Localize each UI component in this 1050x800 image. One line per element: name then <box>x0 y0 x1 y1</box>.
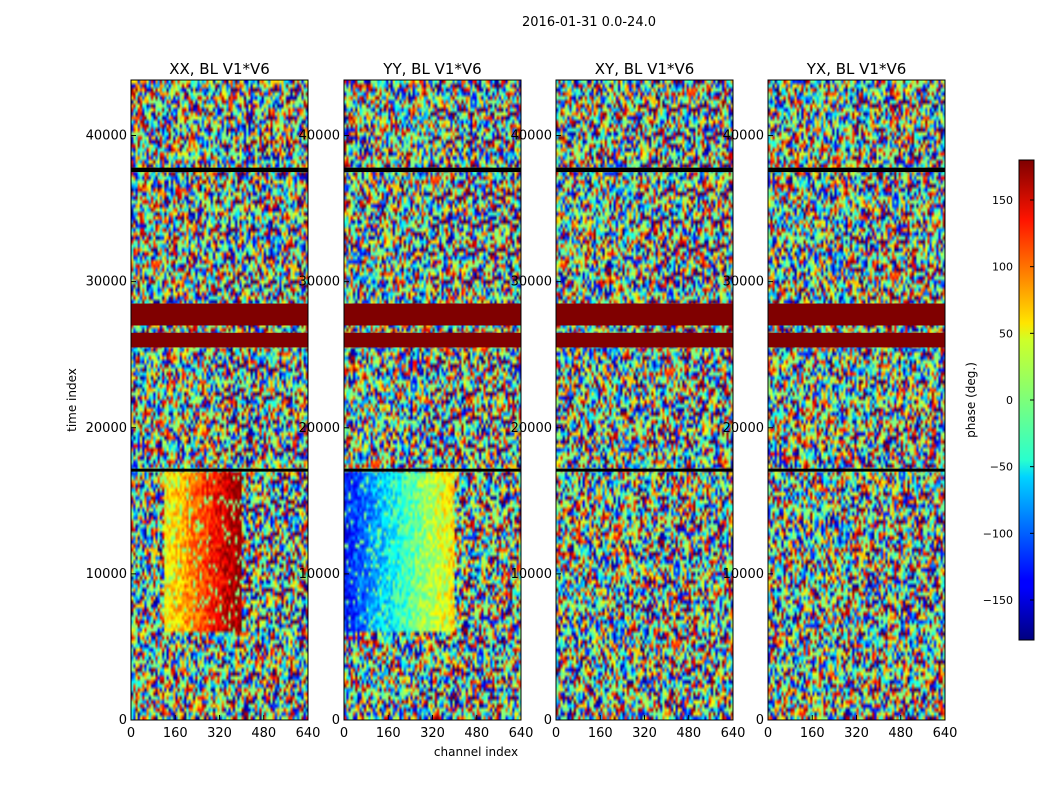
y-tick-label: 0 <box>756 713 764 728</box>
y-tick-label: 20000 <box>511 421 552 436</box>
phase-heatmap-xx <box>131 80 308 720</box>
x-tick-label: 640 <box>721 726 746 741</box>
colorbar-tick-label: 0 <box>1006 394 1013 407</box>
flagged-band <box>344 332 521 348</box>
y-tick-label: 0 <box>119 713 127 728</box>
panel-yx: YX, BL V1*V6 0 160 320 480 640 0 10000 20000 3000… <box>723 60 958 741</box>
flagged-band <box>768 303 945 326</box>
y-tick-label: 10000 <box>299 567 340 582</box>
y-tick-label: 0 <box>332 713 340 728</box>
flagged-band <box>768 468 945 472</box>
flagged-band <box>556 468 733 472</box>
y-tick-label: 40000 <box>86 129 127 144</box>
y-tick-label: 20000 <box>299 421 340 436</box>
x-tick-label: 0 <box>340 726 348 741</box>
x-tick-label: 160 <box>163 726 188 741</box>
x-tick-label: 640 <box>509 726 534 741</box>
x-tick-label: 320 <box>632 726 657 741</box>
y-tick-label: 0 <box>544 713 552 728</box>
flagged-band <box>344 468 521 472</box>
panel-xy: XY, BL V1*V6 0 160 320 480 640 0 10000 20000 3000… <box>511 60 746 741</box>
colorbar-tick-label: −50 <box>990 461 1013 474</box>
x-tick-label: 0 <box>764 726 772 741</box>
x-tick-label: 480 <box>251 726 276 741</box>
panel-title: XY, BL V1*V6 <box>595 60 695 78</box>
flagged-band <box>131 303 308 326</box>
flagged-band <box>556 167 733 173</box>
y-tick-label: 40000 <box>299 129 340 144</box>
colorbar-tick-label: 150 <box>992 194 1013 207</box>
figure-suptitle: 2016-01-31 0.0-24.0 <box>522 15 656 30</box>
x-tick-label: 320 <box>844 726 869 741</box>
phase-heatmap-yy <box>344 80 521 720</box>
colorbar-tick-label: −100 <box>983 527 1013 540</box>
panel-title: XX, BL V1*V6 <box>169 60 270 78</box>
y-tick-label: 40000 <box>723 129 764 144</box>
colorbar-label: phase (deg.) <box>964 362 978 438</box>
flagged-band <box>344 167 521 173</box>
y-tick-label: 20000 <box>723 421 764 436</box>
flagged-band <box>131 332 308 348</box>
x-tick-label: 320 <box>207 726 232 741</box>
y-axis-label: time index <box>65 368 79 432</box>
flagged-band <box>131 468 308 472</box>
panel-title: YX, BL V1*V6 <box>806 60 907 78</box>
x-tick-label: 480 <box>888 726 913 741</box>
panel-title: YY, BL V1*V6 <box>382 60 481 78</box>
x-tick-label: 320 <box>420 726 445 741</box>
panel-xx: XX, BL V1*V6 0 160 320 480 640 0 10000 20000 3000… <box>86 60 321 741</box>
y-tick-label: 30000 <box>299 275 340 290</box>
y-tick-label: 10000 <box>723 567 764 582</box>
x-tick-label: 480 <box>676 726 701 741</box>
colorbar-ticks: −150 −100 −50 0 50 100 150 <box>983 194 1034 607</box>
y-tick-label: 40000 <box>511 129 552 144</box>
y-tick-label: 10000 <box>511 567 552 582</box>
phase-heatmap-xy <box>556 80 733 720</box>
x-tick-label: 160 <box>800 726 825 741</box>
flagged-band <box>344 303 521 326</box>
y-tick-label: 10000 <box>86 567 127 582</box>
x-tick-label: 480 <box>464 726 489 741</box>
flagged-band <box>556 332 733 348</box>
x-tick-label: 640 <box>933 726 958 741</box>
phase-heatmap-yx <box>768 80 945 720</box>
panels: XX, BL V1*V6 0 160 320 480 640 0 10000 20000 3000… <box>86 60 958 741</box>
colorbar-tick-label: 100 <box>992 261 1013 274</box>
colorbar-tick-label: −150 <box>983 594 1013 607</box>
x-tick-label: 160 <box>588 726 613 741</box>
x-tick-label: 0 <box>552 726 560 741</box>
panel-yy: YY, BL V1*V6 0 160 320 480 640 0 10000 20000 3000… <box>299 60 534 741</box>
x-tick-label: 0 <box>127 726 135 741</box>
flagged-band <box>131 167 308 173</box>
y-tick-label: 30000 <box>86 275 127 290</box>
x-axis-label: channel index <box>434 745 518 759</box>
flagged-band <box>768 332 945 348</box>
y-tick-label: 30000 <box>511 275 552 290</box>
x-tick-label: 640 <box>296 726 321 741</box>
y-tick-label: 20000 <box>86 421 127 436</box>
y-tick-label: 30000 <box>723 275 764 290</box>
colorbar-tick-label: 50 <box>999 327 1013 340</box>
colorbar: −150 −100 −50 0 50 100 150 phase (deg.) <box>964 159 1035 641</box>
flagged-band <box>556 303 733 326</box>
x-tick-label: 160 <box>376 726 401 741</box>
flagged-band <box>768 167 945 173</box>
